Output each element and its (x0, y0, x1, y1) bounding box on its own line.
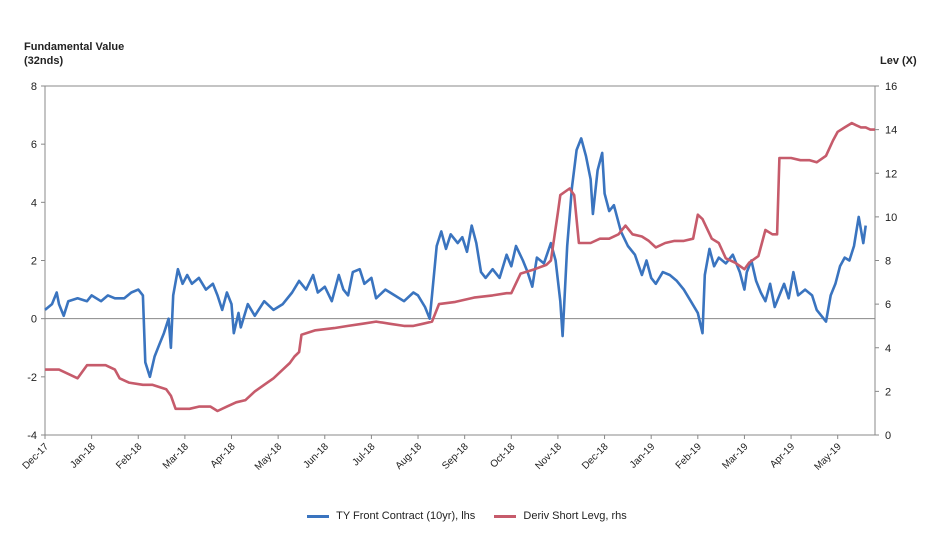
legend-item-ty-front-contract: TY Front Contract (10yr), lhs (307, 510, 475, 522)
left-tick-label: 6 (31, 139, 37, 151)
legend-swatch-red (494, 514, 517, 518)
left-tick-label: -2 (27, 372, 37, 384)
legend-label: Deriv Short Levg, rhs (523, 510, 627, 522)
x-tick-label: Nov-18 (533, 441, 564, 472)
x-tick-label: May-19 (812, 441, 844, 473)
right-tick-label: 10 (885, 212, 897, 224)
series-line-ty-front-contract (44, 137, 867, 379)
x-tick-label: Mar-19 (720, 441, 750, 471)
right-tick-label: 6 (885, 299, 891, 311)
x-tick-label: May-18 (253, 441, 285, 473)
x-tick-label: Oct-18 (488, 441, 517, 470)
left-axis-title: Fundamental Value (32nds) (24, 41, 125, 67)
left-tick-label: 4 (31, 197, 37, 209)
x-tick-label: Feb-19 (674, 441, 704, 471)
x-tick-label: Apr-18 (209, 441, 238, 470)
right-tick-label: 0 (885, 430, 891, 442)
x-tick-label: Jul-18 (350, 441, 377, 468)
right-tick-label: 14 (885, 125, 897, 137)
right-tick-label: 4 (885, 343, 891, 355)
legend-label: TY Front Contract (10yr), lhs (336, 510, 476, 522)
x-tick-label: Jun-18 (301, 441, 331, 471)
x-tick-label: Mar-18 (161, 441, 191, 471)
right-tick-label: 12 (885, 168, 897, 180)
right-tick-label: 16 (885, 81, 897, 93)
legend-swatch-blue (307, 514, 330, 518)
left-tick-label: 2 (31, 256, 37, 268)
x-tick-label: Sep-18 (440, 441, 471, 472)
legend: TY Front Contract (10yr), lhs Deriv Shor… (0, 510, 934, 522)
right-axis-title: Lev (X) (880, 55, 917, 67)
x-tick-label: Jan-18 (68, 441, 98, 471)
left-tick-label: 8 (31, 81, 37, 93)
left-tick-label: -4 (27, 430, 37, 442)
left-tick-label: 0 (31, 314, 37, 326)
x-tick-label: Jan-19 (628, 441, 658, 471)
x-tick-label: Aug-18 (394, 441, 425, 472)
right-tick-label: 8 (885, 256, 891, 268)
legend-item-deriv-short-levg: Deriv Short Levg, rhs (494, 510, 627, 522)
series-line-deriv-short-levg (45, 121, 875, 413)
x-tick-label: Feb-18 (114, 441, 144, 471)
right-tick-label: 2 (885, 386, 891, 398)
x-tick-label: Apr-19 (768, 441, 797, 470)
x-tick-label: Dec-18 (580, 441, 611, 472)
x-tick-label: Dec-17 (21, 441, 52, 472)
